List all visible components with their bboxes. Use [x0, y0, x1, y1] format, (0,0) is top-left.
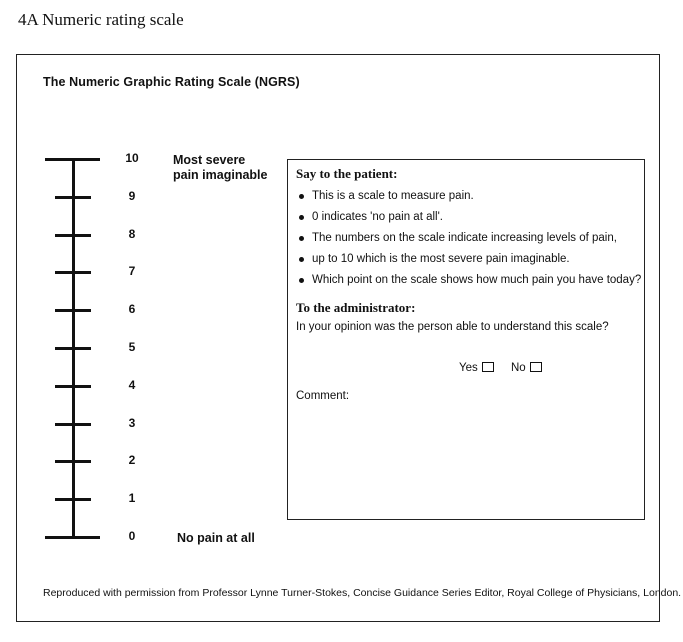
top-anchor-line1: Most severe	[173, 153, 246, 167]
administrator-title: To the administrator:	[296, 300, 416, 315]
administrator-question: In your opinion was the person able to u…	[296, 321, 609, 333]
scale-tick	[55, 460, 91, 464]
scale-number: 0	[128, 529, 136, 543]
scale-number: 4	[128, 377, 136, 392]
rating-scale: 10 9 8 7 6 5 4 3 2 1 0	[17, 55, 287, 623]
scale-tick	[45, 536, 100, 539]
no-option[interactable]: No	[511, 362, 542, 374]
scale-number: 10	[125, 151, 139, 165]
patient-instructions-title: Say to the patient:	[296, 166, 398, 181]
list-item: up to 10 which is the most severe pain i…	[296, 251, 636, 272]
scale-tick	[55, 347, 91, 350]
scale-number: 1	[128, 491, 136, 506]
yes-checkbox[interactable]	[481, 362, 494, 372]
comment-label: Comment:	[296, 390, 350, 402]
no-label: No	[510, 362, 526, 374]
top-anchor-line2: pain imaginable	[173, 168, 268, 182]
instructions-panel: Say to the patient: This is a scale to m…	[287, 159, 645, 520]
scale-tick	[55, 384, 91, 388]
yes-label: Yes	[459, 362, 478, 374]
top-anchor-label: Most severe pain imaginable	[173, 153, 267, 183]
scale-number: 6	[128, 302, 136, 317]
scale-number: 5	[128, 340, 136, 354]
permission-credit: Reproduced with permission from Professo…	[43, 587, 682, 599]
no-checkbox[interactable]	[529, 362, 542, 372]
bottom-anchor-label: No pain at all	[177, 531, 255, 545]
scale-tick	[45, 158, 100, 161]
scale-title: The Numeric Graphic Rating Scale (NGRS)	[43, 75, 300, 89]
ngrs-form: The Numeric Graphic Rating Scale (NGRS) …	[16, 54, 681, 623]
scale-number: 8	[128, 226, 136, 241]
list-item: 0 indicates 'no pain at all'.	[296, 209, 636, 230]
yes-option[interactable]: Yes	[459, 362, 494, 374]
scale-tick	[55, 271, 91, 275]
scale-number: 7	[128, 264, 136, 279]
scale-tick	[55, 309, 91, 313]
scale-tick	[55, 422, 91, 426]
list-item: The numbers on the scale indicate increa…	[296, 230, 636, 251]
scale-tick	[55, 498, 91, 502]
patient-instructions-list: This is a scale to measure pain. 0 indic…	[296, 188, 641, 293]
scale-number: 9	[128, 188, 136, 203]
scale-number: 2	[128, 453, 136, 468]
page-heading: 4A Numeric rating scale	[18, 10, 184, 29]
list-item: This is a scale to measure pain.	[296, 188, 636, 209]
understood-options: Yes No	[459, 362, 556, 374]
scale-tick	[55, 195, 91, 199]
scale-number: 3	[128, 415, 136, 430]
scale-tick	[55, 233, 91, 237]
list-item: Which point on the scale shows how much …	[296, 272, 641, 293]
